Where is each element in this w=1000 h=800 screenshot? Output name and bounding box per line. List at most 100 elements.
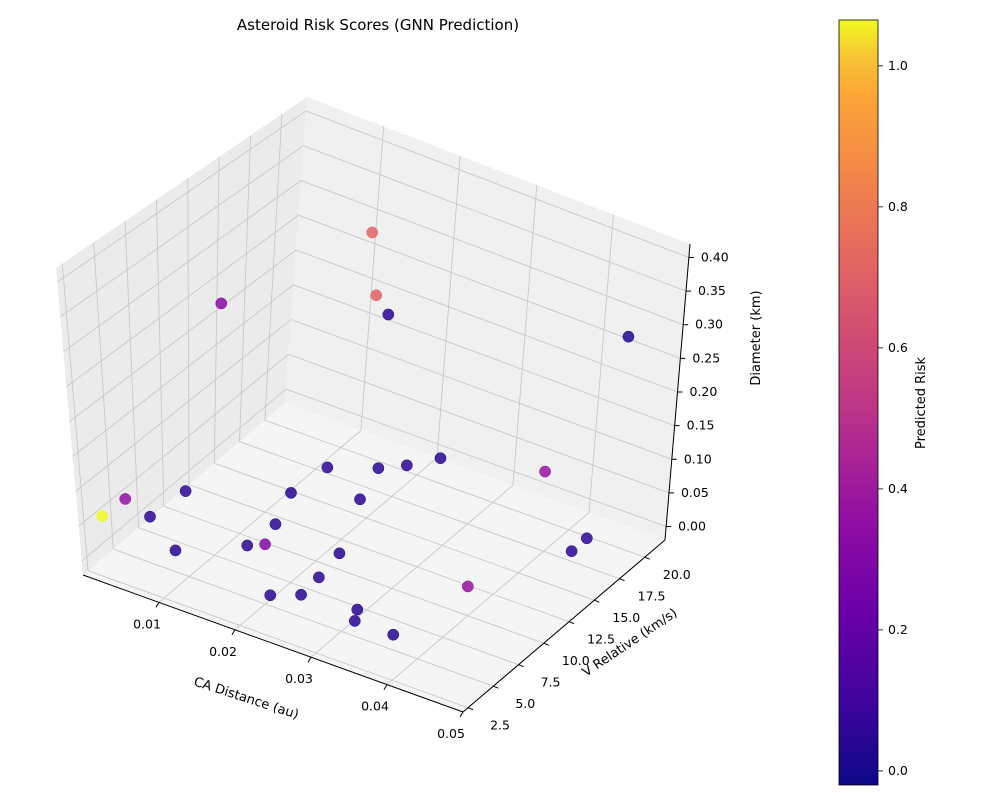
data-point	[295, 588, 307, 601]
x-tick-label: 0.01	[133, 616, 161, 631]
colorbar-label: Predicted Risk	[914, 356, 929, 449]
z-tick-label: 0.25	[692, 350, 720, 365]
colorbar-tick-label: 0.8	[888, 199, 908, 214]
grid-y-floor	[264, 419, 645, 558]
grid-y-floor	[138, 527, 519, 666]
colorbar-ticks: 0.0 0.2 0.4 0.6 0.8 1.0	[878, 58, 908, 778]
left-pane	[56, 97, 307, 575]
z-tick-label: 0.30	[695, 317, 723, 332]
grid-x-floor	[310, 484, 514, 658]
data-point	[269, 518, 282, 531]
grid-x-floor	[386, 512, 590, 685]
z-tick-label: 0.20	[690, 384, 718, 399]
data-point	[354, 493, 366, 506]
grid-z-left	[63, 180, 302, 353]
grid-z-left	[78, 353, 289, 527]
y-axis-line	[462, 539, 666, 713]
data-point	[179, 485, 192, 497]
grid-z-left	[56, 110, 307, 283]
z-tick-label: 0.35	[698, 283, 726, 298]
data-point	[400, 459, 413, 472]
data-points	[96, 226, 635, 641]
x-tick-mark	[383, 684, 388, 690]
grid-z-left	[72, 284, 294, 457]
data-point	[539, 465, 551, 478]
grid-y-floor	[188, 484, 570, 623]
grid-z-back	[300, 180, 684, 326]
colorbar-tick-label: 0.0	[888, 763, 908, 778]
y-tick-label: 12.5	[587, 632, 615, 647]
grid-z-back	[305, 110, 690, 258]
colorbar-tick-label: 0.6	[888, 340, 908, 355]
x-axis-line	[82, 574, 464, 713]
y-tick-label: 17.5	[638, 589, 666, 604]
x-tick-label: 0.04	[361, 699, 389, 714]
grid-z-left	[81, 388, 287, 562]
chart-title: Asteroid Risk Scores (GNN Prediction)	[237, 16, 519, 34]
grid-y-floor	[113, 548, 494, 687]
colorbar-tick-label: 1.0	[888, 58, 908, 73]
data-point	[348, 615, 361, 627]
x-tick-mark	[155, 602, 160, 608]
y-tick-label: 20.0	[663, 567, 691, 582]
grid-z-back	[295, 249, 678, 393]
x-tick-mark	[307, 656, 312, 663]
data-point	[382, 308, 395, 321]
colorbar-gradient	[839, 93, 878, 785]
y-tick-mark	[644, 556, 650, 560]
data-point	[321, 461, 334, 474]
y-tick-label: 5.0	[515, 696, 535, 711]
y-tick-label: 2.5	[490, 718, 510, 733]
grid-z-back	[290, 319, 672, 460]
grid-y-floor	[163, 505, 544, 644]
colorbar-tick-label: 0.2	[888, 622, 908, 637]
y-tick-mark	[619, 578, 625, 582]
data-point	[372, 462, 385, 475]
data-point	[119, 493, 132, 505]
data-point	[285, 486, 297, 499]
y-tick-mark	[568, 621, 575, 625]
x-tick-label: 0.02	[209, 644, 237, 659]
tick-labels: 0.01 0.02 0.03 0.04 0.05 2.5 5.0 7.510.0 12.5 15.…	[133, 249, 729, 741]
grid-z-back	[303, 145, 687, 292]
data-point	[313, 571, 325, 584]
z-tick-label: 0.10	[684, 451, 712, 466]
y-tick-mark	[467, 707, 474, 711]
z-tick-label: 0.05	[681, 485, 709, 500]
z-axis-label: Diameter (km)	[749, 290, 764, 385]
y-tick-label: 15.0	[612, 610, 640, 625]
grid-z-back	[288, 353, 670, 494]
grid-z-left	[75, 319, 292, 492]
data-point	[351, 603, 364, 616]
grid-z-back	[285, 388, 667, 527]
colorbar-frame	[838, 19, 879, 786]
data-point	[366, 226, 379, 239]
grid-y-floor	[214, 462, 595, 601]
x-tick-label: 0.03	[285, 671, 313, 686]
colorbar: 0.0 0.2 0.4 0.6 0.8 1.0 Predicted Risk	[838, 19, 929, 786]
data-point	[333, 547, 346, 560]
y-tick-label: 7.5	[541, 675, 561, 690]
y-tick-mark	[518, 664, 524, 668]
y-tick-mark	[594, 599, 600, 603]
data-point	[462, 580, 474, 593]
colorbar-tick-label: 0.4	[888, 481, 908, 496]
z-tick-label: 0.15	[687, 418, 715, 433]
grid-z-left	[60, 145, 304, 318]
grid-z-left	[69, 249, 297, 422]
data-point	[565, 545, 578, 558]
x-tick-label: 0.05	[437, 726, 465, 741]
grid-z-back	[298, 214, 681, 359]
y-tick-mark	[493, 685, 499, 689]
x-tick-mark	[231, 629, 236, 636]
data-point	[370, 289, 383, 302]
grid-z-back	[293, 284, 675, 427]
data-point	[387, 628, 400, 641]
data-point	[241, 539, 254, 552]
grid-y-floor	[87, 570, 469, 709]
y-tick-mark	[543, 642, 549, 646]
grid-x-floor	[158, 430, 362, 603]
colorbar-gradient-top	[839, 20, 878, 94]
z-tick-label: 0.00	[678, 519, 706, 534]
